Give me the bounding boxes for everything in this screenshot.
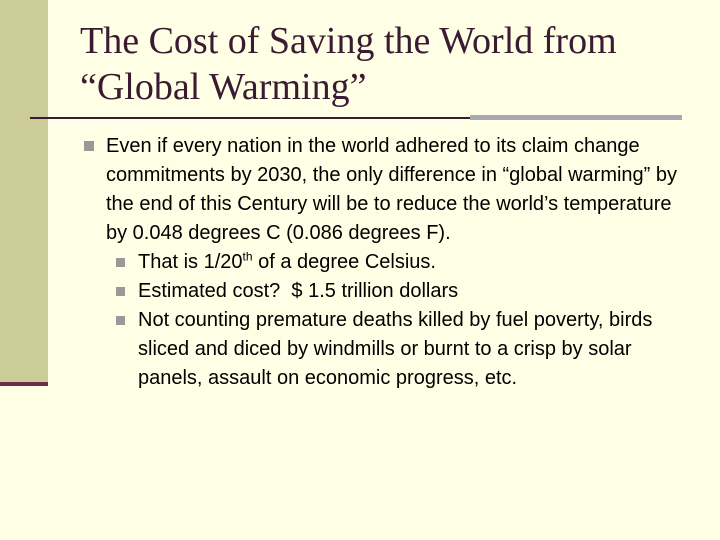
slide-title: The Cost of Saving the World from “Globa… [80, 18, 700, 110]
sub-bullet-2: Estimated cost? $ 1.5 trillion dollars [116, 277, 694, 306]
left-decorative-band [0, 0, 48, 384]
title-underline-dark [30, 117, 470, 119]
sub-bullet-1: That is 1/20th of a degree Celsius. [116, 248, 694, 277]
square-bullet-icon [84, 141, 94, 151]
square-bullet-icon [116, 316, 125, 325]
sub-bullet-1-superscript: th [242, 249, 253, 264]
square-bullet-icon [116, 258, 125, 267]
slide-body: Even if every nation in the world adhere… [84, 132, 694, 393]
left-band-accent-rule [0, 382, 48, 386]
sub-bullet-1-text-after: of a degree Celsius. [252, 251, 436, 273]
sub-bullet-1-text-before: That is 1/20 [138, 251, 243, 273]
main-bullet: Even if every nation in the world adhere… [84, 132, 694, 248]
slide-title-line-1: The Cost of Saving the World from [80, 20, 617, 62]
sub-bullet-3-text: Not counting premature deaths killed by … [138, 309, 653, 389]
sub-bullet-3: Not counting premature deaths killed by … [116, 306, 694, 393]
main-bullet-text: Even if every nation in the world adhere… [106, 135, 678, 244]
title-underline-grey [470, 115, 682, 120]
square-bullet-icon [116, 287, 125, 296]
slide-title-line-2: “Global Warming” [80, 66, 367, 108]
sub-bullet-2-text: Estimated cost? $ 1.5 trillion dollars [138, 280, 459, 302]
sub-bullet-list: That is 1/20th of a degree Celsius. Esti… [84, 248, 694, 393]
